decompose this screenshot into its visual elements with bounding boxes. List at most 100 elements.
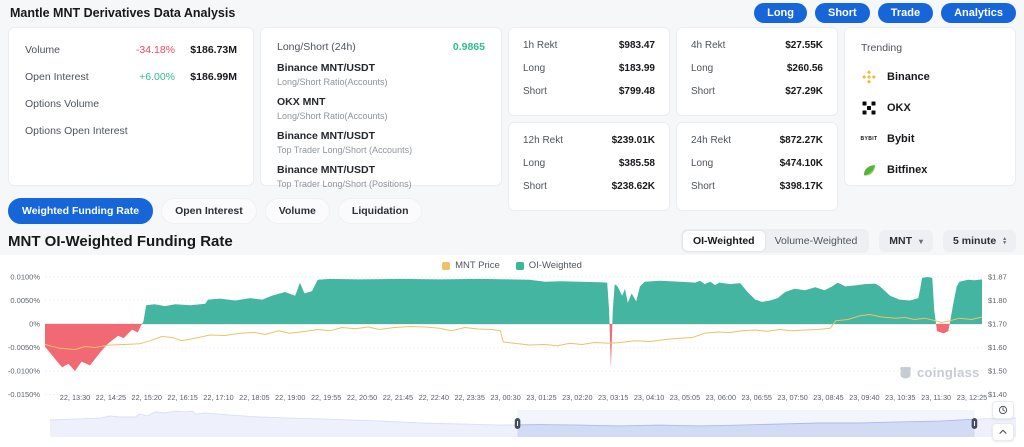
top-bar: Mantle MNT Derivatives Data Analysis Lon… [0, 0, 1024, 26]
x-axis-tick: 22, 15:20 [132, 393, 162, 402]
long-short-card: Long/Short (24h) 0.9865 Binance MNT/USDT… [260, 27, 502, 186]
nav-unselected-left [50, 410, 518, 437]
x-axis-tick: 23, 06:55 [742, 393, 772, 402]
rekt-long-value: $474.10K [780, 158, 823, 169]
rekt-total: $872.27K [780, 135, 823, 146]
long-short-ratio-value: 0.9865 [453, 41, 485, 53]
x-axis-tick: 22, 18:05 [239, 393, 269, 402]
rekt-long-label: Long [691, 158, 713, 169]
rekt-short-label: Short [691, 181, 715, 192]
collapse-navigator-button[interactable] [992, 423, 1014, 441]
x-axis-tick: 23, 02:20 [562, 393, 592, 402]
tab-weighted-funding-rate[interactable]: Weighted Funding Rate [8, 198, 153, 224]
chart-legend: MNT Price OI-Weighted [0, 260, 1024, 271]
stat-change: +6.00% [139, 71, 175, 83]
x-axis-tick: 22, 20:50 [347, 393, 377, 402]
x-axis-tick: 22, 22:40 [419, 393, 449, 402]
short-button[interactable]: Short [815, 3, 870, 23]
trade-button[interactable]: Trade [878, 3, 933, 23]
ls-item-okx-accounts[interactable]: OKX MNT Long/Short Ratio(Accounts) [277, 96, 485, 121]
x-axis-tick: 23, 11:30 [921, 393, 951, 402]
stat-label: Options Open Interest [25, 125, 128, 137]
left-axis-label: -0.0150% [8, 390, 40, 399]
bybit-icon: BYBIT [861, 131, 877, 147]
history-clock-button[interactable] [992, 401, 1014, 419]
exchange-name: Bybit [887, 133, 915, 145]
rekt-period: 1h Rekt [523, 40, 557, 51]
x-axis-tick: 22, 14:25 [96, 393, 126, 402]
stat-row-options-volume: Options Volume [25, 98, 237, 110]
left-axis-label: 0% [29, 320, 40, 329]
clock-icon [997, 404, 1009, 416]
trending-card: Trending Binance OKX BYBIT Bybit [844, 27, 1016, 186]
x-axis-tick: 23, 01:25 [526, 393, 556, 402]
stat-label: Open Interest [25, 71, 89, 83]
ls-item-binance-accounts[interactable]: Binance MNT/USDT Long/Short Ratio(Accoun… [277, 62, 485, 87]
right-axis-label: $1.40 [988, 390, 1007, 399]
left-axis-label: 0.0050% [10, 296, 40, 305]
trending-item-binance[interactable]: Binance [861, 69, 999, 85]
rekt-total: $983.47 [619, 40, 655, 51]
left-axis-label: 0.0100% [10, 273, 40, 282]
right-axis-label: $1.80 [988, 296, 1007, 305]
ls-item-binance-top-positions[interactable]: Binance MNT/USDT Top Trader Long/Short (… [277, 164, 485, 189]
funding-rate-chart[interactable]: 0.0100%$1.870.0050%$1.800%$1.70-0.0050%$… [0, 255, 1024, 405]
x-axis-tick: 22, 17:10 [203, 393, 233, 402]
exchange-name: Binance [887, 71, 930, 83]
chart-navigator[interactable] [0, 405, 1024, 447]
interval-select[interactable]: 5 minute ▴▾ [943, 230, 1016, 252]
updown-spinner-icon: ▴▾ [1003, 237, 1006, 246]
rekt-total: $27.55K [785, 40, 823, 51]
legend-mnt-price[interactable]: MNT Price [442, 260, 500, 271]
x-axis-tick: 22, 19:55 [311, 393, 341, 402]
stat-value: $186.73M [175, 44, 237, 56]
rekt-long-value: $260.56 [787, 63, 823, 74]
rekt-long-label: Long [523, 63, 545, 74]
long-short-header: Long/Short (24h) 0.9865 [277, 41, 485, 53]
x-axis-tick: 22, 16:15 [167, 393, 197, 402]
market-stats-card: Volume -34.18% $186.73M Open Interest +6… [8, 27, 254, 186]
trending-item-okx[interactable]: OKX [861, 100, 999, 116]
x-axis-tick: 23, 00:30 [490, 393, 520, 402]
stat-row-options-open-interest: Options Open Interest [25, 125, 237, 137]
stat-label: Volume [25, 44, 60, 56]
symbol-select[interactable]: MNT ▾ [879, 230, 933, 252]
trending-item-bybit[interactable]: BYBIT Bybit [861, 131, 999, 147]
rekt-total: $239.01K [612, 135, 655, 146]
x-axis-tick: 22, 13:30 [60, 393, 90, 402]
page-title: Mantle MNT Derivatives Data Analysis [10, 6, 235, 20]
x-axis-tick: 22, 19:00 [275, 393, 305, 402]
rekt-period: 24h Rekt [691, 135, 731, 146]
long-button[interactable]: Long [754, 3, 807, 23]
tab-liquidation[interactable]: Liquidation [338, 198, 423, 224]
rekt-short-value: $398.17K [780, 181, 823, 192]
tab-volume[interactable]: Volume [265, 198, 330, 224]
binance-icon [861, 69, 877, 85]
tab-open-interest[interactable]: Open Interest [161, 198, 257, 224]
rekt-short-value: $238.62K [612, 181, 655, 192]
x-axis-tick: 22, 21:45 [383, 393, 413, 402]
x-axis-tick: 23, 05:05 [670, 393, 700, 402]
nav-selected-range[interactable] [518, 410, 975, 437]
legend-oi-weighted[interactable]: OI-Weighted [516, 260, 582, 271]
rekt-short-value: $27.29K [785, 86, 823, 97]
rekt-short-label: Short [523, 181, 547, 192]
chart-header: MNT OI-Weighted Funding Rate OI-Weighted… [8, 228, 1016, 254]
rekt-short-value: $799.48 [619, 86, 655, 97]
trending-item-bitfinex[interactable]: Bitfinex [861, 162, 999, 178]
rekt-card-4h: 4h Rekt$27.55K Long$260.56 Short$27.29K [676, 27, 838, 116]
stat-change: -34.18% [136, 44, 175, 56]
x-axis-tick: 23, 07:50 [777, 393, 807, 402]
bitfinex-icon [861, 162, 877, 178]
price-swatch-icon [442, 262, 450, 270]
toggle-oi-weighted[interactable]: OI-Weighted [683, 231, 765, 251]
toggle-volume-weighted[interactable]: Volume-Weighted [765, 231, 868, 251]
rekt-long-value: $385.58 [619, 158, 655, 169]
analytics-button[interactable]: Analytics [941, 3, 1016, 23]
chevron-up-icon [997, 426, 1009, 438]
ls-item-binance-top-accounts[interactable]: Binance MNT/USDT Top Trader Long/Short (… [277, 130, 485, 155]
long-short-title: Long/Short (24h) [277, 41, 356, 53]
okx-icon [861, 100, 877, 116]
rekt-card-12h: 12h Rekt$239.01K Long$385.58 Short$238.6… [508, 122, 670, 211]
stat-label: Options Volume [25, 98, 99, 110]
